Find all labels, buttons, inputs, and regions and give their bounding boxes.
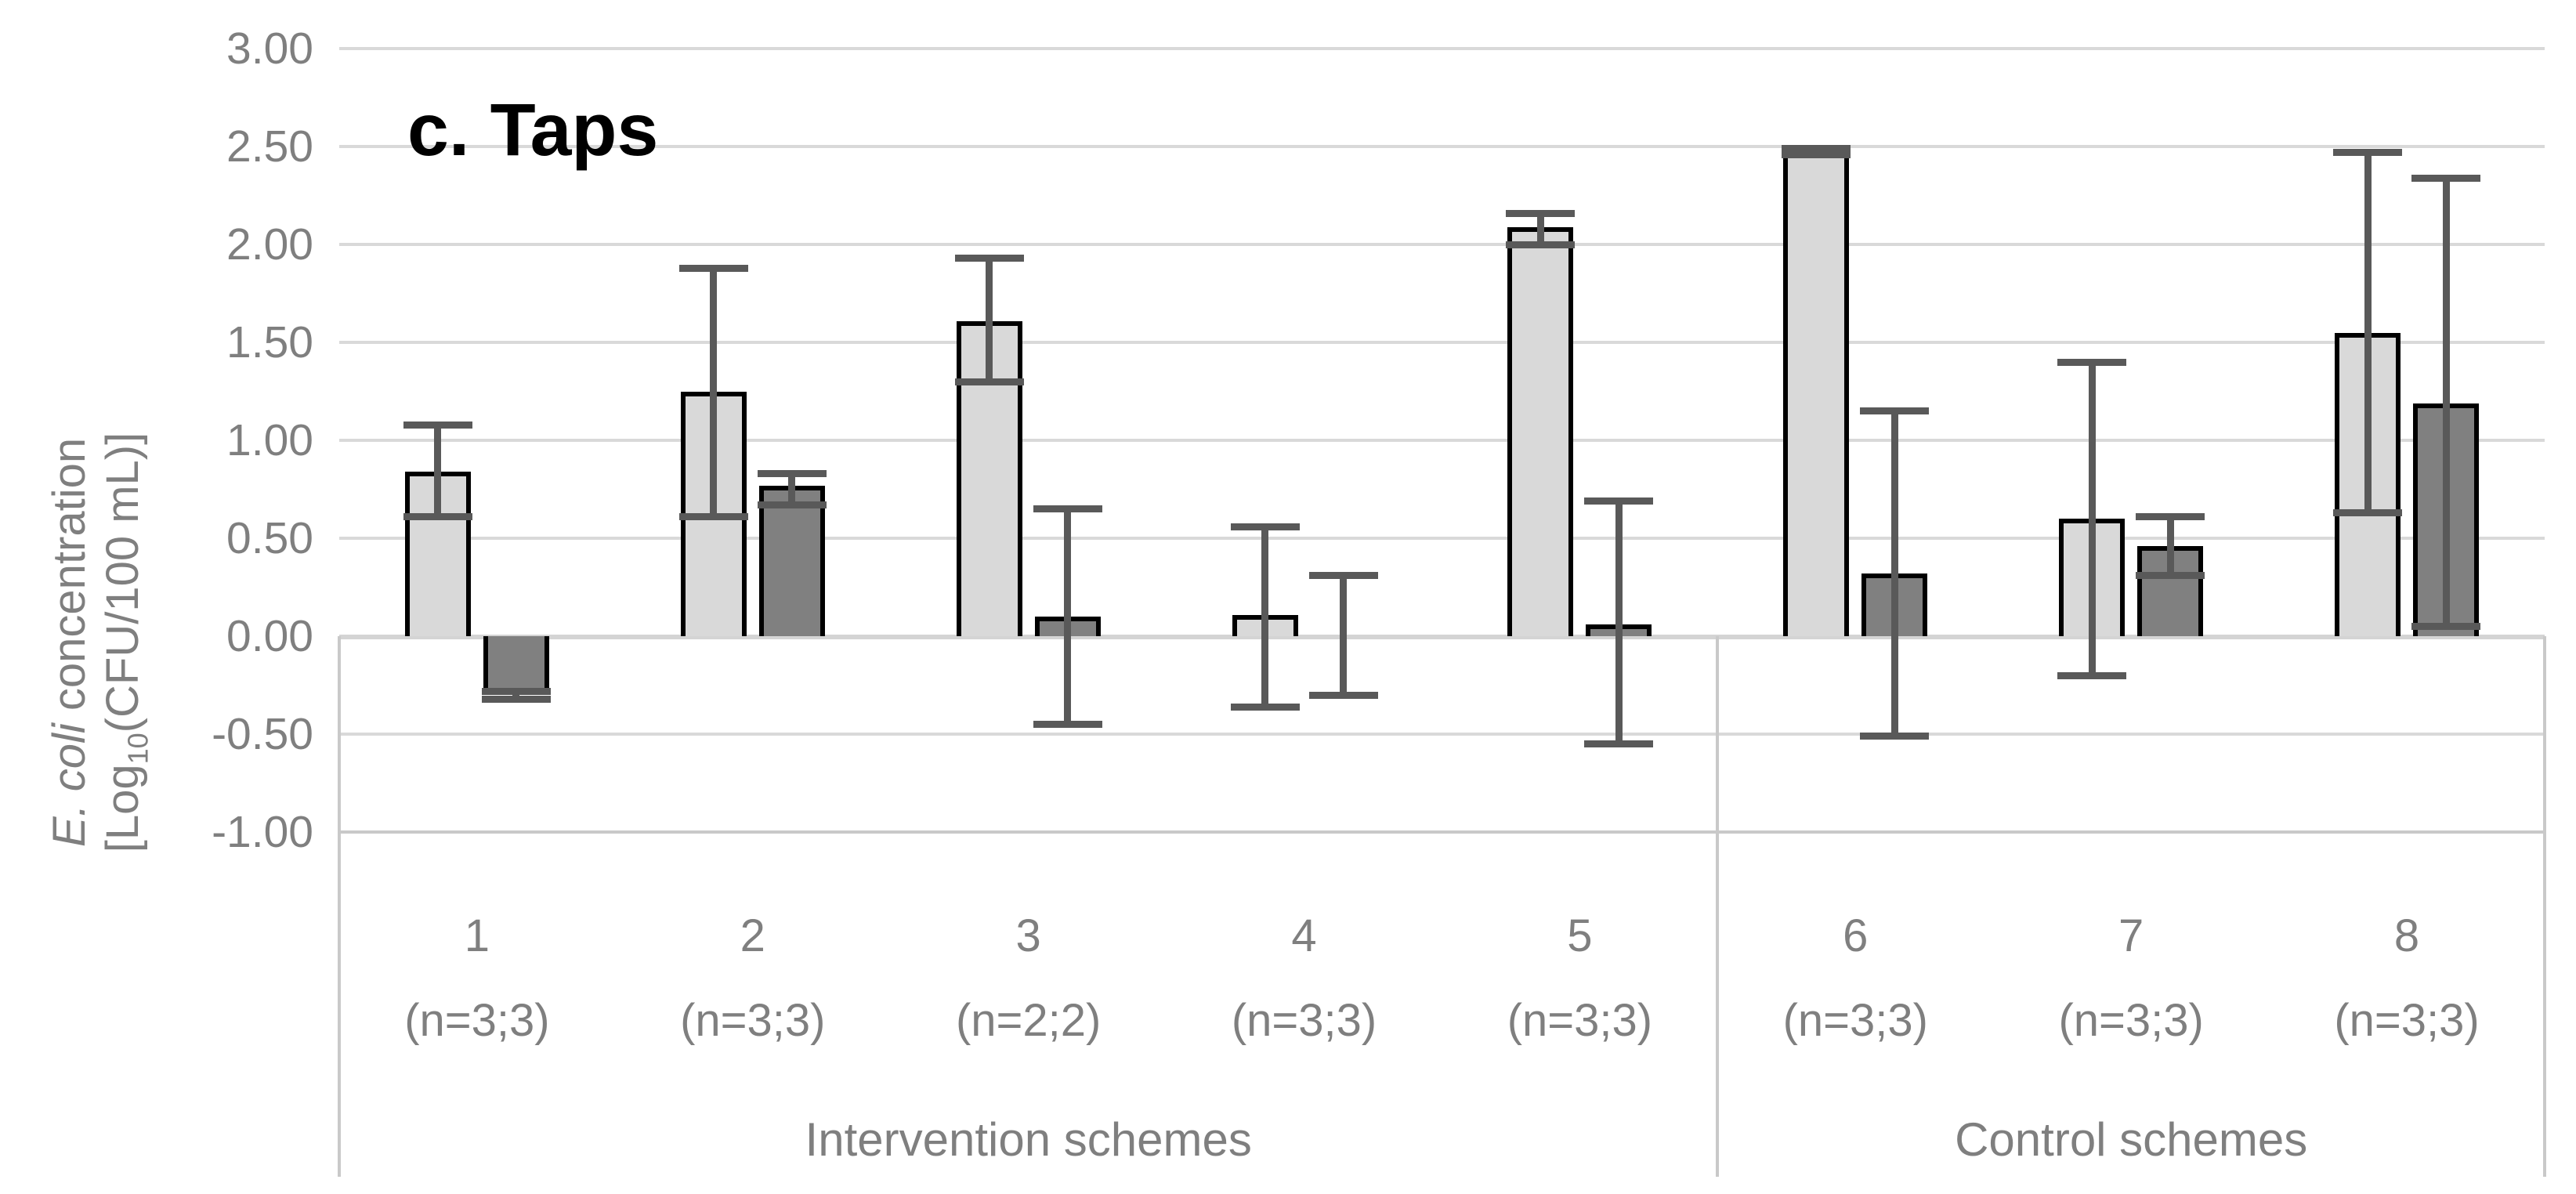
bar-dark-scheme-1 — [483, 636, 549, 695]
y-axis-title: E. coli concentration [Log10(CFU/100 mL)… — [43, 172, 161, 1113]
y-tick-label: 0.00 — [226, 611, 313, 661]
y-axis-title-line2: [Log10(CFU/100 mL)] — [96, 172, 154, 1113]
x-category-n-label-scheme-8: (n=3;3) — [2334, 995, 2480, 1046]
error-bar-cap — [1033, 505, 1102, 512]
category-axis-right-line — [2543, 636, 2546, 1177]
y-tick-label: 0.50 — [226, 513, 313, 563]
error-bar-cap — [1506, 209, 1576, 217]
error-bar-line — [2442, 178, 2450, 627]
error-bar-cap — [757, 501, 827, 508]
error-bar-line — [512, 691, 520, 699]
error-bar-line — [1890, 411, 1898, 736]
y-axis-title-line1-rest: concentration — [44, 437, 95, 724]
error-bar-line — [2088, 362, 2096, 675]
y-tick-label: -0.50 — [212, 709, 313, 759]
x-category-n-label-scheme-3: (n=2;2) — [955, 995, 1102, 1046]
error-bar-cap — [954, 255, 1024, 262]
category-group-divider — [1716, 636, 1720, 1177]
error-bar-cap — [678, 264, 748, 272]
x-category-n-label-scheme-7: (n=3;3) — [2058, 995, 2204, 1046]
x-category-n-label-scheme-2: (n=3;3) — [680, 995, 826, 1046]
x-category-label-scheme-3: 3 — [1015, 910, 1041, 961]
y-tick-label: -1.00 — [212, 807, 313, 857]
error-bar-cap — [1584, 740, 1654, 747]
y-axis-title-log-subscript: 10 — [121, 733, 154, 765]
error-bar-cap — [2333, 149, 2403, 156]
x-category-label-scheme-7: 7 — [2118, 910, 2144, 961]
error-bar-cap — [1860, 407, 1930, 414]
x-category-label-scheme-4: 4 — [1291, 910, 1317, 961]
gridline — [339, 439, 2545, 442]
gridline — [339, 243, 2545, 246]
group-label-intervention-schemes: Intervention schemes — [805, 1113, 1252, 1166]
gridline — [339, 341, 2545, 344]
error-bar-line — [710, 268, 718, 517]
y-tick-label: 1.00 — [226, 415, 313, 465]
gridline — [339, 537, 2545, 540]
plot-bottom-line — [339, 830, 2545, 834]
y-tick-label: 2.00 — [226, 219, 313, 270]
error-bar-cap — [2136, 513, 2205, 520]
y-axis-title-species: E. coli — [44, 723, 95, 848]
error-bar-cap — [2057, 358, 2127, 366]
x-category-n-label-scheme-1: (n=3;3) — [404, 995, 550, 1046]
error-bar-cap — [954, 378, 1024, 385]
y-axis-title-log: [Log — [97, 764, 148, 853]
error-bar-cap — [1230, 703, 1300, 711]
error-bar-cap — [403, 421, 472, 429]
error-bar-cap — [1230, 523, 1300, 530]
error-bar-line — [986, 258, 993, 382]
y-tick-label: 1.50 — [226, 317, 313, 367]
error-bar-cap — [1308, 691, 1378, 699]
error-bar-cap — [403, 513, 472, 520]
error-bar-cap — [1782, 150, 1851, 158]
error-bar-line — [1261, 526, 1269, 707]
y-tick-label: 2.50 — [226, 121, 313, 172]
gridline — [339, 733, 2545, 736]
x-category-label-scheme-1: 1 — [464, 910, 490, 961]
gridline — [339, 47, 2545, 50]
error-bar-line — [2364, 152, 2372, 513]
error-bar-cap — [1308, 572, 1378, 579]
x-category-n-label-scheme-5: (n=3;3) — [1507, 995, 1653, 1046]
error-bar-cap — [757, 470, 827, 477]
x-category-label-scheme-5: 5 — [1567, 910, 1593, 961]
group-label-control-schemes: Control schemes — [1955, 1113, 2308, 1166]
y-axis-title-units: (CFU/100 mL)] — [97, 432, 148, 733]
y-axis-title-line1: E. coli concentration — [43, 172, 96, 1113]
error-bar-line — [1615, 501, 1623, 744]
error-bar-cap — [481, 687, 551, 695]
error-bar-line — [1064, 508, 1072, 725]
gridline — [339, 145, 2545, 148]
error-bar-cap — [1506, 241, 1576, 248]
error-bar-line — [1340, 575, 1348, 695]
error-bar-cap — [2333, 509, 2403, 516]
error-bar-cap — [1782, 145, 1851, 152]
error-bar-cap — [2057, 671, 2127, 679]
error-bar-cap — [2411, 174, 2481, 182]
x-category-label-scheme-8: 8 — [2393, 910, 2420, 961]
bar-light-scheme-6 — [1783, 150, 1850, 636]
error-bar-line — [2166, 516, 2174, 576]
x-category-n-label-scheme-6: (n=3;3) — [1782, 995, 1928, 1046]
error-bar-line — [788, 473, 796, 505]
error-bar-cap — [1584, 498, 1654, 505]
y-tick-label: 3.00 — [226, 24, 313, 74]
category-axis-left-line — [338, 636, 341, 1177]
bar-light-scheme-5 — [1507, 226, 1574, 636]
x-category-label-scheme-6: 6 — [1843, 910, 1869, 961]
error-bar-line — [434, 425, 442, 517]
x-category-n-label-scheme-4: (n=3;3) — [1231, 995, 1377, 1046]
error-bar-cap — [481, 695, 551, 703]
error-bar-cap — [1033, 721, 1102, 728]
error-bar-cap — [2136, 572, 2205, 579]
error-bar-line — [1536, 213, 1544, 244]
zero-axis-line — [339, 635, 2545, 639]
x-category-label-scheme-2: 2 — [740, 910, 765, 961]
chart-title: c. Taps — [407, 89, 659, 172]
error-bar-cap — [2411, 623, 2481, 630]
error-bar-cap — [1860, 733, 1930, 740]
error-bar-cap — [678, 513, 748, 520]
